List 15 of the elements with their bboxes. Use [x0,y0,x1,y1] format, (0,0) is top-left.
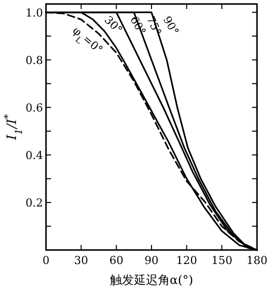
legend-label: 30° [102,13,125,36]
y-tick-label: 1.0 [26,6,43,20]
y-tick-label: 0.8 [26,54,43,67]
x-tick-label: 60 [109,254,124,267]
legend-label: 90° [160,14,182,38]
x-tick-label: 0 [42,254,50,267]
x-tick-label: 150 [211,254,232,267]
x-tick-label: 180 [246,254,268,267]
x-tick-label: 30 [74,254,88,267]
y-tick-label: 0.4 [26,148,43,162]
x-axis-title: 触发延迟角α(°) [110,273,194,287]
y-tick-label: 0.2 [26,196,43,210]
x-tick-label: 90 [144,254,158,267]
y-tick-label: 0.6 [26,101,43,114]
x-tick-label: 120 [176,254,198,267]
